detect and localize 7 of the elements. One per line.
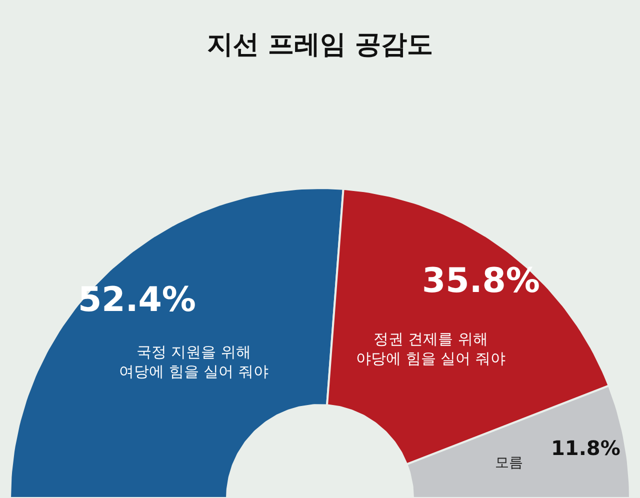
chart-title: 지선 프레임 공감도 [206,30,434,60]
data-label: 35.8% [422,261,540,301]
data-label: 52.4% [78,280,196,320]
data-label: 11.8% [551,436,620,460]
slice-label: 모름 [495,455,523,471]
slice-label: 국정 지원을 위해 여당에 힘을 실어 줘야 [119,343,268,380]
slice-label: 정권 견제를 위해 야당에 힘을 실어 줘야 [356,330,506,368]
